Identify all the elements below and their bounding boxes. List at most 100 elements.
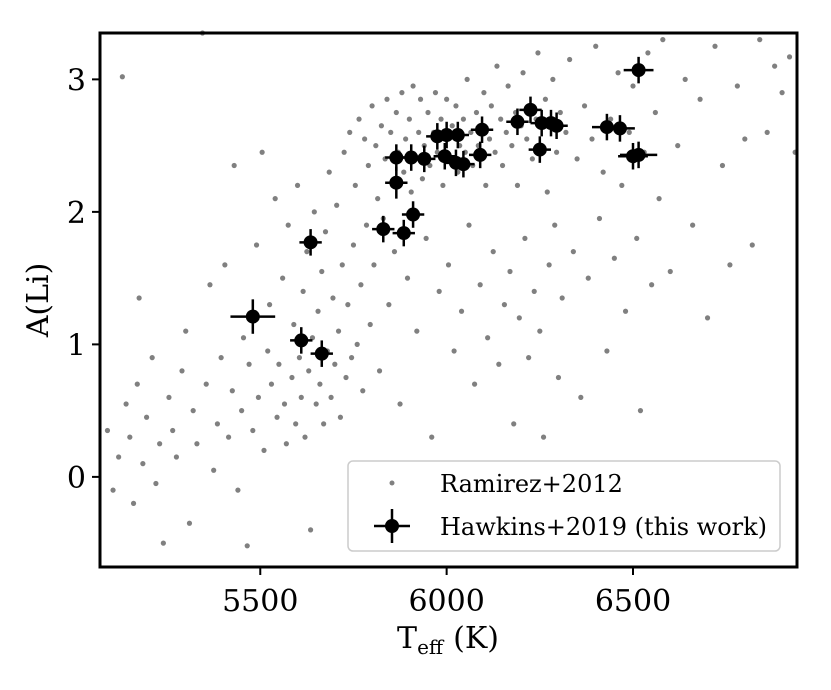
ramirez-point [311,209,317,215]
ramirez-point [369,103,375,109]
hawkins-point [446,121,469,149]
ramirez-point [239,408,245,414]
ramirez-point [291,321,297,328]
legend-marker-ramirez [389,480,395,486]
ticks: 5500 6000 6500 0 1 2 3 [67,63,671,619]
ramirez-point [403,136,409,142]
hawkins-marker [417,151,432,166]
x-tick-label: 5500 [222,584,298,619]
ramirez-point [675,143,681,149]
ramirez-point [134,381,140,387]
hawkins-point [469,141,492,169]
ramirez-point [229,388,235,394]
ramirez-point [503,129,509,135]
hawkins-point [528,136,551,163]
ramirez-point [404,275,411,281]
ramirez-point [589,136,595,142]
ramirez-point [557,109,563,116]
ramirez-point [414,328,420,334]
x-axis-label-unit: (K) [453,621,499,656]
ramirez-point [296,355,303,361]
ramirez-point [485,335,491,341]
ramirez-point [537,328,543,334]
ramirez-point [425,109,431,116]
legend: Ramirez+2012 Hawkins+2019 (this work) [347,460,781,552]
hawkins-point [401,201,425,228]
y-tick-label: 1 [67,328,86,363]
ramirez-point [304,249,310,255]
ramirez-point [498,116,504,122]
ramirez-point [334,202,340,208]
ramirez-point [253,242,260,248]
ramirez-point [488,103,494,109]
ramirez-point [283,441,289,447]
ramirez-point [280,275,286,281]
ramirez-point [734,83,740,89]
ramirez-point [173,454,180,460]
hawkins-point [433,142,456,170]
ramirez-point [274,414,280,420]
ramirez-point [276,361,282,367]
ramirez-point [468,129,474,135]
ramirez-point [649,282,655,288]
ramirez-point [619,182,625,188]
ramirez-point [742,136,748,142]
ramirez-point [321,421,327,427]
hawkins-point [413,145,436,173]
hawkins-marker [406,207,421,222]
ramirez-point [354,341,360,347]
ramirez-point [302,434,308,440]
hawkins-point [392,219,415,247]
hawkins-point [452,150,475,178]
ramirez-point [712,43,718,49]
ramirez-point [593,43,599,49]
ramirez-point [322,229,329,235]
ramirez-point [567,56,573,63]
ramirez-point [419,176,426,182]
ramirez-point [194,441,200,447]
axes [98,31,799,569]
ramirez-point [727,262,733,268]
ramirez-point [136,295,142,301]
hawkins-marker [303,235,318,250]
ramirez-point [225,434,232,440]
ramirez-point [652,109,658,116]
ramirez-point [332,361,338,367]
ramirez-point [555,374,562,381]
hawkins-marker [456,157,471,172]
ramirez-point [546,262,552,268]
ramirez-point [157,441,163,447]
ramirez-point [127,434,133,440]
ramirez-point [143,414,150,420]
legend-label-hawkins: Hawkins+2019 (this work) [440,513,767,541]
ramirez-point [779,90,785,96]
ramirez-point [317,381,323,387]
ramirez-point [285,222,291,228]
legend-marker-hawkins [385,519,399,533]
x-axis-label: Teff (K) [397,621,499,659]
hawkins-marker [631,63,646,78]
ramirez-point [266,302,273,308]
ramirez-point [704,315,711,321]
hawkins-point [605,115,635,142]
ramirez-point [764,129,770,135]
ramirez-point [149,355,155,361]
ramirez-point [682,76,688,82]
ramirez-point [436,288,442,294]
hawkins-marker [473,147,488,162]
ramirez-point [772,63,778,69]
ramirez-point [451,348,457,354]
ramirez-point [626,129,632,135]
ramirez-point [604,348,610,354]
ramirez-point [622,308,629,314]
ramirez-point [386,302,392,308]
ramirez-point [250,427,256,434]
ramirez-point [449,123,455,129]
hawkins-marker [450,128,465,143]
hawkins-point [619,141,658,169]
ramirez-point [535,50,541,56]
hawkins-point [310,340,333,367]
hawkins-marker [245,309,260,324]
ramirez-point [596,215,603,222]
